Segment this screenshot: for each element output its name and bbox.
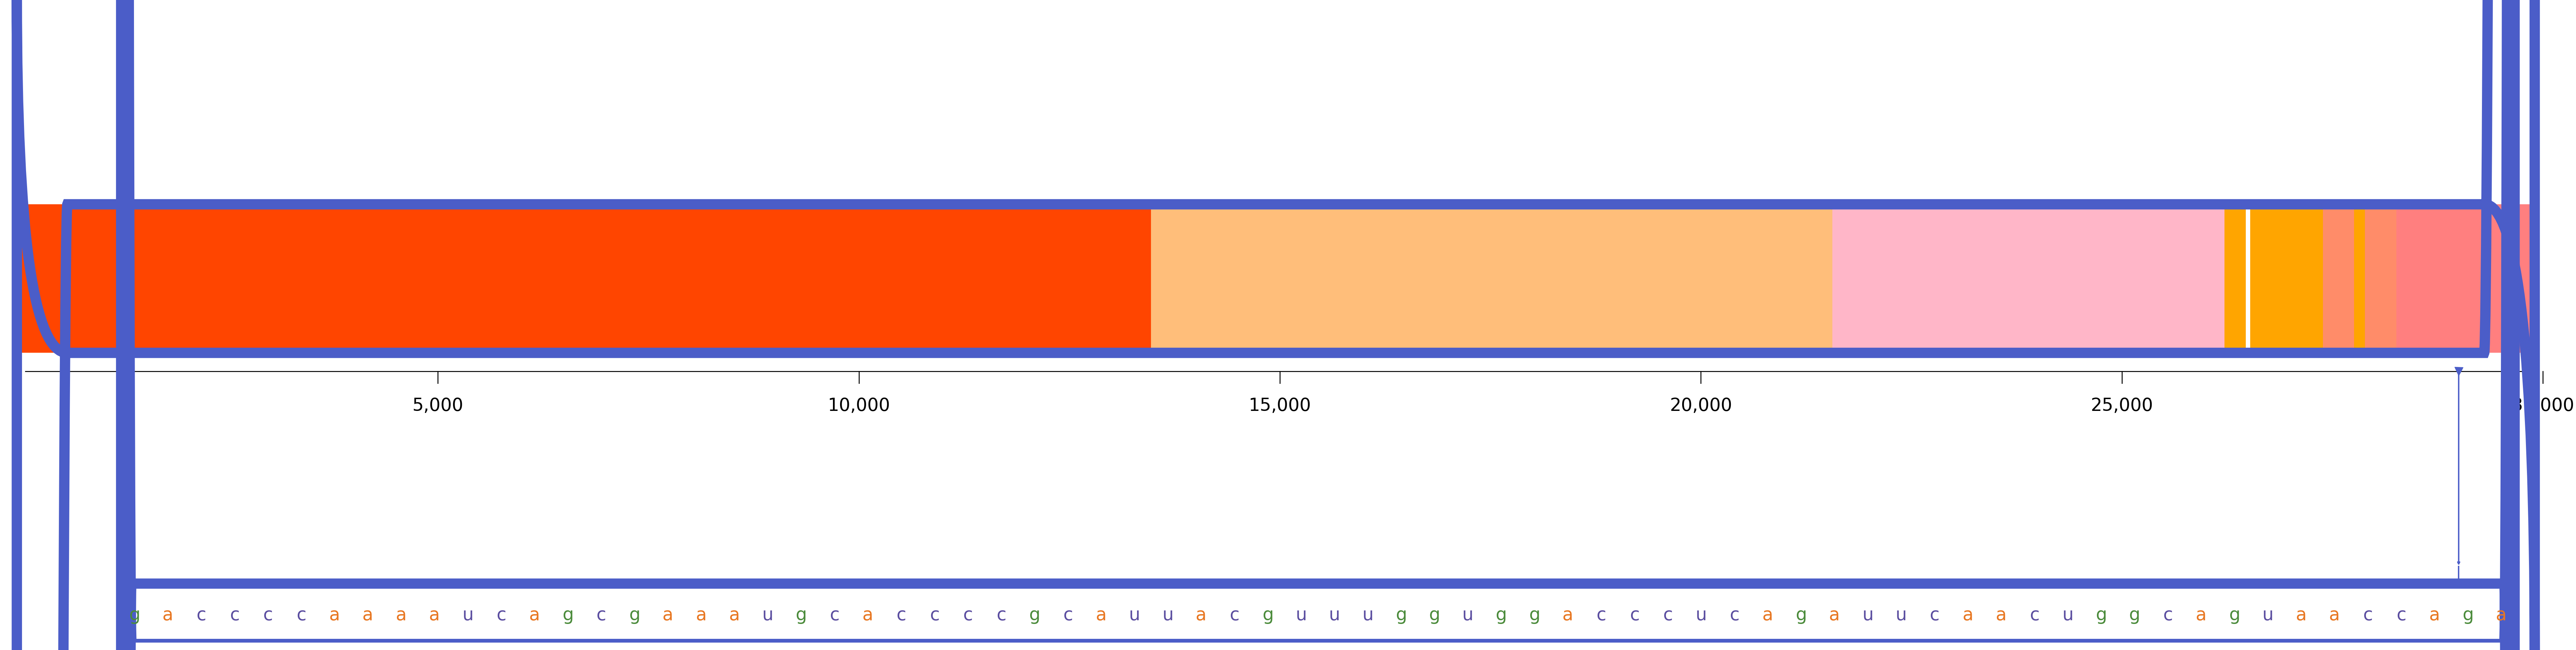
- Text: c: c: [930, 606, 940, 624]
- Bar: [2226, 204, 2246, 353]
- Text: a: a: [1829, 606, 1839, 624]
- Text: g: g: [629, 606, 641, 624]
- Text: g: g: [1530, 606, 1540, 624]
- Text: c: c: [1929, 606, 1940, 624]
- Text: c: c: [1597, 606, 1605, 624]
- Text: a: a: [430, 606, 440, 624]
- Bar: [2324, 204, 2354, 353]
- Text: c: c: [595, 606, 605, 624]
- Text: g: g: [2128, 606, 2141, 624]
- Text: u: u: [1296, 606, 1306, 624]
- Bar: [2396, 204, 2535, 353]
- Text: u: u: [1862, 606, 1873, 624]
- Text: a: a: [2195, 606, 2208, 624]
- Text: g: g: [129, 606, 139, 624]
- Text: 20,000: 20,000: [1669, 397, 1731, 415]
- Text: c: c: [2396, 606, 2406, 624]
- Text: c: c: [896, 606, 907, 624]
- Text: g: g: [1396, 606, 1406, 624]
- Text: u: u: [1896, 606, 1906, 624]
- Text: 5,000: 5,000: [412, 397, 464, 415]
- Bar: [2246, 204, 2249, 353]
- Text: a: a: [528, 606, 541, 624]
- Text: a: a: [363, 606, 374, 624]
- Text: c: c: [1631, 606, 1638, 624]
- Text: c: c: [829, 606, 840, 624]
- Text: c: c: [1229, 606, 1239, 624]
- Text: u: u: [1363, 606, 1373, 624]
- Text: g: g: [1430, 606, 1440, 624]
- FancyBboxPatch shape: [118, 0, 2517, 650]
- Text: g: g: [2228, 606, 2241, 624]
- Text: a: a: [330, 606, 340, 624]
- Text: a: a: [1095, 606, 1108, 624]
- Text: u: u: [1463, 606, 1473, 624]
- Text: 10,000: 10,000: [827, 397, 891, 415]
- Text: c: c: [2164, 606, 2172, 624]
- Text: a: a: [1762, 606, 1772, 624]
- Text: g: g: [1497, 606, 1507, 624]
- Text: a: a: [696, 606, 706, 624]
- Text: c: c: [2030, 606, 2040, 624]
- Text: a: a: [1963, 606, 1973, 624]
- Text: g: g: [2094, 606, 2107, 624]
- Text: u: u: [762, 606, 773, 624]
- Text: g: g: [1262, 606, 1273, 624]
- Text: a: a: [2496, 606, 2506, 624]
- FancyBboxPatch shape: [118, 0, 2517, 650]
- Bar: [1151, 204, 1832, 353]
- Text: c: c: [1664, 606, 1672, 624]
- Text: a: a: [2295, 606, 2306, 624]
- Text: a: a: [729, 606, 739, 624]
- Text: a: a: [662, 606, 672, 624]
- Text: a: a: [863, 606, 873, 624]
- Text: c: c: [1064, 606, 1072, 624]
- Text: a: a: [397, 606, 407, 624]
- Text: c: c: [296, 606, 307, 624]
- Text: g: g: [796, 606, 806, 624]
- Bar: [18, 204, 1151, 353]
- Bar: [2249, 204, 2306, 353]
- Text: u: u: [461, 606, 474, 624]
- Text: 0: 0: [10, 397, 23, 415]
- Text: a: a: [162, 606, 173, 624]
- Text: c: c: [229, 606, 240, 624]
- Text: u: u: [2063, 606, 2074, 624]
- Text: a: a: [1996, 606, 2007, 624]
- Bar: [2365, 204, 2396, 353]
- Text: a: a: [2329, 606, 2339, 624]
- Text: c: c: [963, 606, 974, 624]
- Text: g: g: [562, 606, 574, 624]
- Text: u: u: [1695, 606, 1708, 624]
- Text: c: c: [263, 606, 273, 624]
- Text: u: u: [1162, 606, 1175, 624]
- Text: c: c: [2362, 606, 2372, 624]
- Text: 15,000: 15,000: [1249, 397, 1311, 415]
- Text: c: c: [997, 606, 1007, 624]
- Text: 25,000: 25,000: [2092, 397, 2154, 415]
- Text: u: u: [1128, 606, 1141, 624]
- Bar: [2154, 204, 2226, 353]
- Text: c: c: [1728, 606, 1739, 624]
- Text: c: c: [497, 606, 505, 624]
- Text: a: a: [2429, 606, 2439, 624]
- Text: g: g: [1028, 606, 1041, 624]
- Text: u: u: [1329, 606, 1340, 624]
- Text: a: a: [1564, 606, 1574, 624]
- Text: 30,000: 30,000: [2512, 397, 2573, 415]
- Text: u: u: [2262, 606, 2275, 624]
- Text: c: c: [196, 606, 206, 624]
- Text: g: g: [2463, 606, 2473, 624]
- Text: g: g: [1795, 606, 1806, 624]
- Bar: [1832, 204, 2154, 353]
- Bar: [2306, 204, 2324, 353]
- Bar: [2354, 204, 2365, 353]
- Text: a: a: [1195, 606, 1206, 624]
